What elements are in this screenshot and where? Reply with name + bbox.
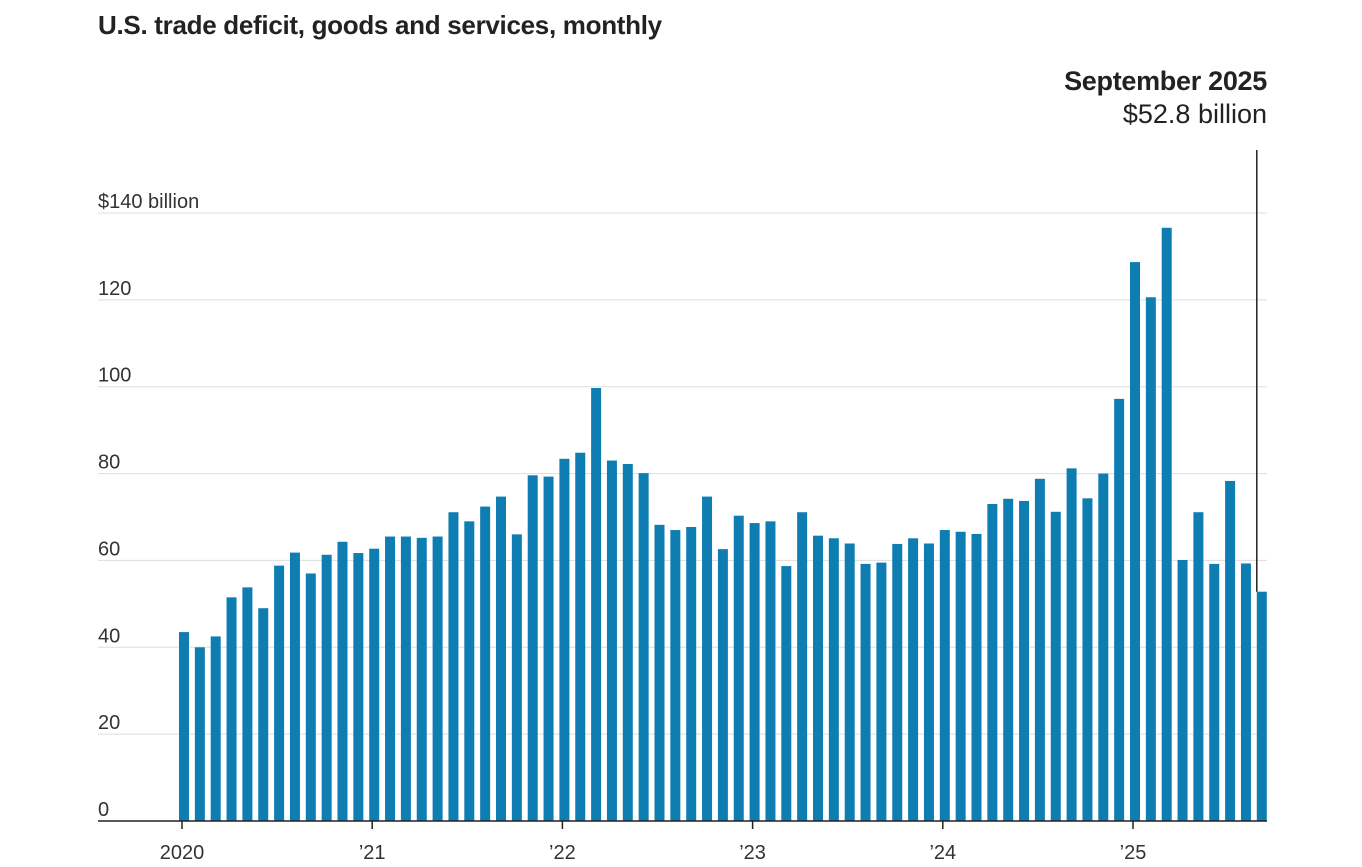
bar [385,536,396,821]
callout-label: September 2025 [1064,66,1267,96]
x-tick-label: ’25 [1120,842,1147,864]
x-tick-label: ’22 [549,842,576,864]
bar [781,566,792,821]
y-tick-label: 20 [98,712,120,734]
bar [1114,398,1125,821]
bar [622,464,633,821]
bar [464,521,475,821]
bar [1225,480,1236,821]
bar [606,460,617,821]
y-tick-label: 40 [98,625,120,647]
bar [892,543,903,821]
bar [274,565,285,821]
bar [321,554,332,821]
bars [179,227,1267,821]
bar [813,535,823,821]
bar [400,536,411,821]
bar [1145,297,1156,821]
bar [828,538,839,821]
bar [1193,512,1204,821]
bar [1082,498,1093,821]
bar [955,531,966,821]
bar [559,458,570,821]
bar [1050,511,1061,821]
bar [289,552,300,821]
bar [1161,227,1172,821]
bar [1003,498,1014,821]
x-tick-label: ’24 [929,842,956,864]
x-tick-label: ’21 [359,842,386,864]
bar [876,562,887,821]
bar [575,452,586,821]
bar [194,647,205,821]
bar [1098,473,1109,821]
bar [210,636,221,821]
y-axis-labels: 0 20 40 60 80 100 120 $140 billion [98,191,199,821]
bar [971,533,982,821]
bar [432,536,443,821]
bar [702,496,713,821]
bar [987,503,998,821]
bar [591,388,602,821]
bar [305,573,316,821]
bar [1034,478,1045,821]
bar [797,512,808,821]
y-tick-label: $140 billion [98,191,199,213]
bar [369,548,380,821]
bar [939,530,950,821]
bar [765,521,776,821]
bar [179,632,189,821]
bar [527,475,538,821]
bar [353,553,364,821]
bar [717,549,728,821]
bar [844,543,855,821]
bar [686,526,697,821]
bar [908,538,919,821]
y-tick-label: 60 [98,538,120,560]
bar [543,476,554,821]
bar [242,587,253,821]
bar [638,473,649,821]
bar [733,515,744,821]
bar [923,543,934,821]
bar [749,523,760,821]
bar [448,512,459,821]
y-tick-label: 120 [98,278,131,300]
chart-title: U.S. trade deficit, goods and services, … [98,10,662,40]
x-tick-label: 2020 [160,842,205,864]
bar [1177,559,1188,821]
callout: September 2025 $52.8 billion [1064,66,1267,130]
bar [511,534,522,821]
bar [1066,468,1077,821]
bar [1209,563,1220,821]
bar [416,537,427,821]
x-tick-label: ’23 [739,842,766,864]
bar [337,541,348,821]
bar [496,496,506,821]
x-axis-ticks: 2020 ’21 ’22 ’23 ’24 ’25 [160,821,1147,864]
bar [480,506,491,821]
bar [1130,262,1140,821]
bar [860,563,871,821]
bar [226,597,237,821]
y-tick-label: 100 [98,365,131,387]
callout-value: $52.8 billion [1122,99,1267,129]
bar [1256,591,1267,821]
y-tick-label: 80 [98,452,120,474]
y-tick-label: 0 [98,799,109,821]
bar [654,524,665,821]
bar [1019,500,1030,821]
bar [670,530,681,821]
bar [258,608,269,821]
bar [1240,563,1251,821]
